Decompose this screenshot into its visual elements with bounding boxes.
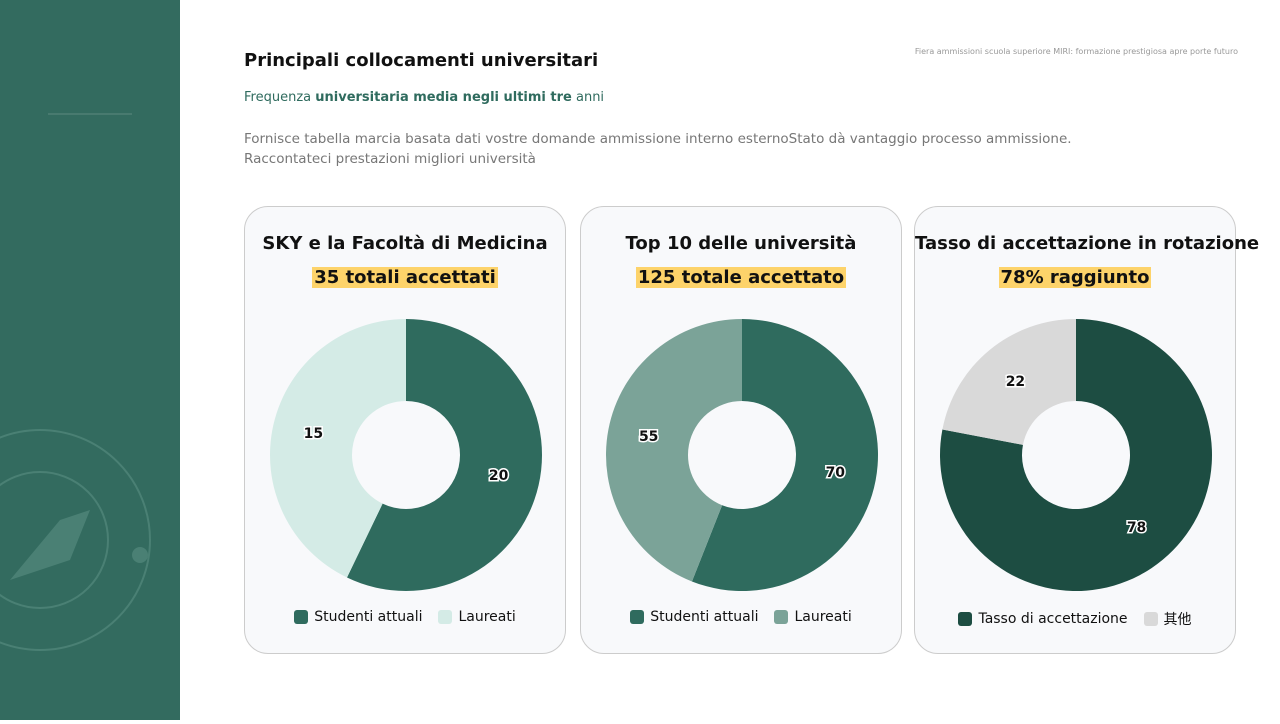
slice — [346, 319, 543, 591]
legend-item: Tasso di accettazione — [958, 609, 1128, 629]
chart-subtitle: 78% raggiunto — [915, 267, 1235, 288]
slice — [942, 319, 1076, 445]
legend: Studenti attuali Laureati — [581, 609, 901, 625]
slice — [270, 319, 406, 578]
value-label: 78 — [1127, 520, 1146, 536]
legend-item: 其他 — [1143, 609, 1192, 629]
legend-label: Tasso di accettazione — [978, 611, 1128, 627]
legend-label: 其他 — [1163, 612, 1192, 628]
legend: Tasso di accettazione 其他 — [915, 609, 1235, 629]
legend: Studenti attuali Laureati — [245, 609, 565, 625]
decoration — [0, 113, 151, 651]
legend-label: Studenti attuali — [314, 609, 423, 625]
subtitle-part: Frequenza — [244, 90, 316, 105]
legend-item: Laureati — [438, 609, 516, 625]
desc-line: Raccontateci prestazioni migliori univer… — [244, 151, 536, 167]
description: Fornisce tabella marcia basata dati vost… — [244, 129, 1072, 169]
subtitle-part: anni — [571, 90, 605, 105]
chart-title: SKY e la Facoltà di Medicina — [262, 233, 548, 254]
legend-swatch — [630, 610, 645, 624]
value-label: 22 — [1006, 374, 1025, 390]
slice — [940, 319, 1213, 591]
donut: 78 22 — [940, 319, 1213, 591]
chart-title: Top 10 delle università — [625, 233, 857, 254]
chart-subtitle: 35 totali accettati — [245, 267, 565, 288]
title: Principali collocamenti universitari — [244, 50, 599, 71]
legend-item: Studenti attuali — [630, 609, 758, 625]
slice — [691, 319, 879, 591]
value-label: 70 — [826, 465, 846, 481]
slice — [606, 319, 742, 582]
side-panel — [0, 0, 180, 720]
legend-swatch — [438, 610, 453, 624]
legend-swatch — [774, 610, 789, 624]
chart-card: SKY e la Facoltà di Medicina 35 totali ac… — [244, 206, 566, 654]
desc-line: Fornisce tabella marcia basata dati vost… — [244, 131, 1072, 147]
legend-item: Laureati — [774, 609, 852, 625]
legend-label: Laureati — [458, 609, 516, 625]
legend-swatch — [958, 612, 973, 626]
subtitle: Frequenza universitaria media negli ulti… — [244, 90, 604, 105]
highlight: 78% raggiunto — [998, 267, 1152, 288]
legend-label: Laureati — [794, 609, 852, 625]
donut: 70 55 — [606, 319, 879, 591]
highlight: 125 totale accettato — [635, 267, 847, 288]
highlight: 35 totali accettati — [312, 267, 498, 288]
subtitle-bold: universitaria media negli ultimi tre — [315, 90, 572, 105]
chart-card: Tasso di accettazione in rotazione 78% ra… — [914, 206, 1260, 654]
note: Fiera ammissioni scuola superiore MIRI: … — [914, 47, 1238, 56]
value-label: 20 — [489, 468, 509, 484]
legend-swatch — [1143, 612, 1158, 626]
legend-swatch — [294, 610, 309, 624]
chart-title: Tasso di accettazione in rotazione — [915, 233, 1260, 254]
legend-item: Studenti attuali — [294, 609, 422, 625]
value-label: 55 — [639, 429, 658, 445]
chart-subtitle: 125 totale accettato — [581, 267, 901, 288]
chart-card: Top 10 delle università 125 totale accett… — [580, 206, 902, 654]
value-label: 15 — [304, 426, 323, 442]
legend-label: Studenti attuali — [650, 609, 759, 625]
